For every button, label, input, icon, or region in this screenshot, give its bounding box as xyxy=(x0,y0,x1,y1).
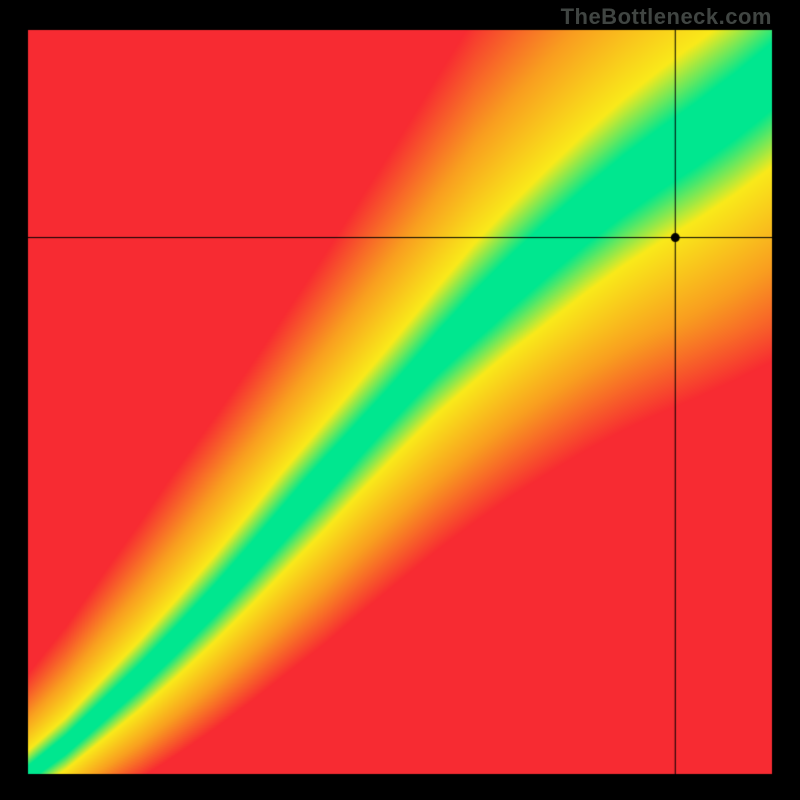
watermark-text: TheBottleneck.com xyxy=(561,4,772,30)
bottleneck-heatmap xyxy=(0,0,800,800)
